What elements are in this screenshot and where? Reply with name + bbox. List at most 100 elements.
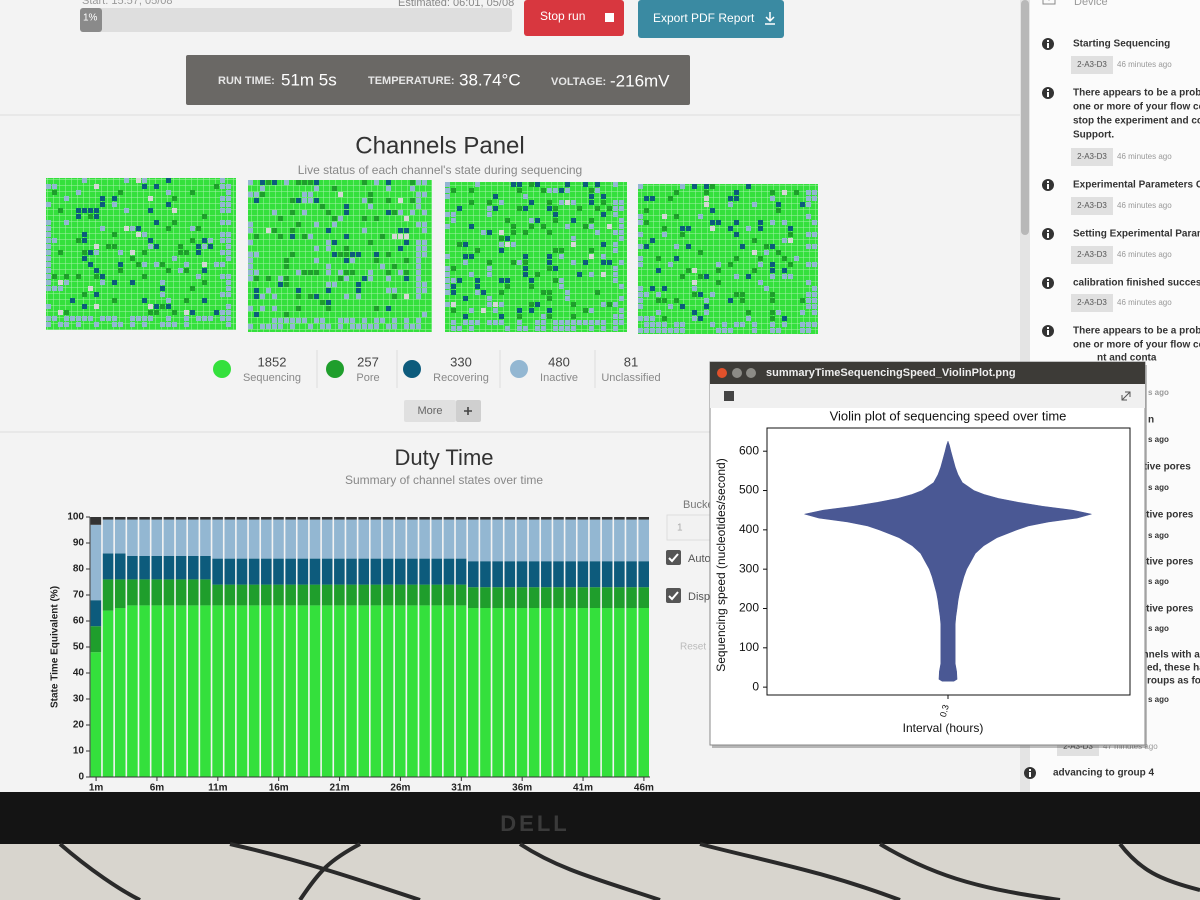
y-tick-label: 30 (73, 694, 85, 705)
bar-segment (127, 579, 138, 606)
channel-cell (553, 266, 558, 271)
expand-icon[interactable] (1121, 391, 1131, 401)
channel-cell (595, 230, 600, 235)
channel-cell (94, 268, 99, 273)
y-tick-label: 600 (739, 443, 759, 457)
channel-cell (752, 238, 757, 243)
toolbar-icon[interactable] (724, 391, 734, 401)
sidebar-header: Device (1074, 0, 1108, 8)
channel-cell (547, 266, 552, 271)
channel-cell (290, 228, 295, 233)
channel-cell (272, 306, 277, 311)
channel-cell (380, 318, 385, 323)
checkbox[interactable]: Auto (666, 550, 711, 565)
checkbox[interactable]: Displ (666, 588, 712, 603)
channel-cell (284, 282, 289, 287)
channel-cell (422, 192, 427, 197)
window-control[interactable] (717, 368, 727, 378)
channel-cell (674, 328, 679, 333)
bar-segment (114, 608, 126, 777)
bar-segment (236, 517, 248, 520)
channel-cell (728, 226, 733, 231)
more-button[interactable]: More (404, 400, 481, 422)
channel-cell (607, 260, 612, 265)
channel-cell (362, 276, 367, 281)
channel-cell (445, 302, 450, 307)
channel-cell (226, 292, 231, 297)
x-tick-label: 0.3 (938, 703, 951, 718)
channel-cell (517, 182, 522, 187)
channel-cell (680, 304, 685, 309)
channel-cell (160, 322, 165, 327)
x-tick-label: 46m (634, 783, 654, 794)
channel-cell (469, 200, 474, 205)
channel-cell (704, 298, 709, 303)
channel-cell (571, 326, 576, 331)
channel-cell (82, 304, 87, 309)
channel-cell (172, 310, 177, 315)
bar-segment (102, 579, 114, 611)
mail-icon (1042, 0, 1056, 5)
channel-cell (136, 316, 141, 321)
bar-segment (102, 610, 114, 777)
channel-cell (511, 224, 516, 229)
bucket-input[interactable] (666, 514, 713, 541)
violin-half (804, 441, 949, 682)
channel-cell (290, 318, 295, 323)
channel-cell (529, 200, 534, 205)
message-text: one or more of your flow cells (1073, 102, 1200, 113)
bar-segment (334, 517, 345, 520)
channel-cell (416, 240, 421, 245)
bar-segment (601, 561, 613, 588)
channel-cell (541, 290, 546, 295)
bar-segment (273, 584, 284, 606)
channel-cell (82, 178, 87, 183)
channel-cell (82, 208, 87, 213)
bar-segment (236, 605, 248, 777)
y-tick-label: 200 (739, 601, 759, 615)
channel-cell (368, 324, 373, 329)
bar-segment (382, 517, 394, 520)
channel-cell (734, 292, 739, 297)
channel-cell (662, 322, 667, 327)
channel-cell (326, 270, 331, 275)
checkbox-box (666, 550, 681, 565)
stop-button[interactable]: Stop run (524, 0, 624, 36)
channel-cell (118, 322, 123, 327)
bar-segment (187, 556, 199, 580)
message-text: Starting Sequencing (1073, 39, 1170, 50)
channel-cell (806, 280, 811, 285)
channel-cell (46, 274, 51, 279)
check-mark (668, 553, 679, 563)
channel-cell (208, 316, 213, 321)
channel-cell (746, 274, 751, 279)
channel-cell (184, 268, 189, 273)
bar-segment (346, 558, 357, 585)
channel-cell (547, 206, 552, 211)
channel-cell (148, 208, 153, 213)
channel-cell (770, 298, 775, 303)
channel-cell (302, 180, 307, 185)
channel-cell (800, 202, 805, 207)
channel-cell (499, 314, 504, 319)
channel-cell (308, 324, 313, 329)
channel-cell (463, 260, 468, 265)
bar-segment (492, 519, 503, 562)
window-control[interactable] (732, 368, 742, 378)
channel-cell (451, 212, 456, 217)
channel-cell (692, 292, 697, 297)
export-button[interactable]: Export PDF Report (638, 0, 784, 38)
bar-segment (139, 556, 150, 580)
channel-cell (613, 182, 618, 187)
channel-cell (613, 230, 618, 235)
bar-segment (638, 517, 649, 520)
channel-cell (619, 200, 624, 205)
window-control[interactable] (746, 368, 756, 378)
channel-cell (740, 322, 745, 327)
channel-cell (758, 280, 763, 285)
channel-cell (166, 298, 171, 303)
channel-cell (487, 230, 492, 235)
channel-cell (770, 322, 775, 327)
tag-badge (1071, 148, 1113, 166)
channel-cell (589, 248, 594, 253)
